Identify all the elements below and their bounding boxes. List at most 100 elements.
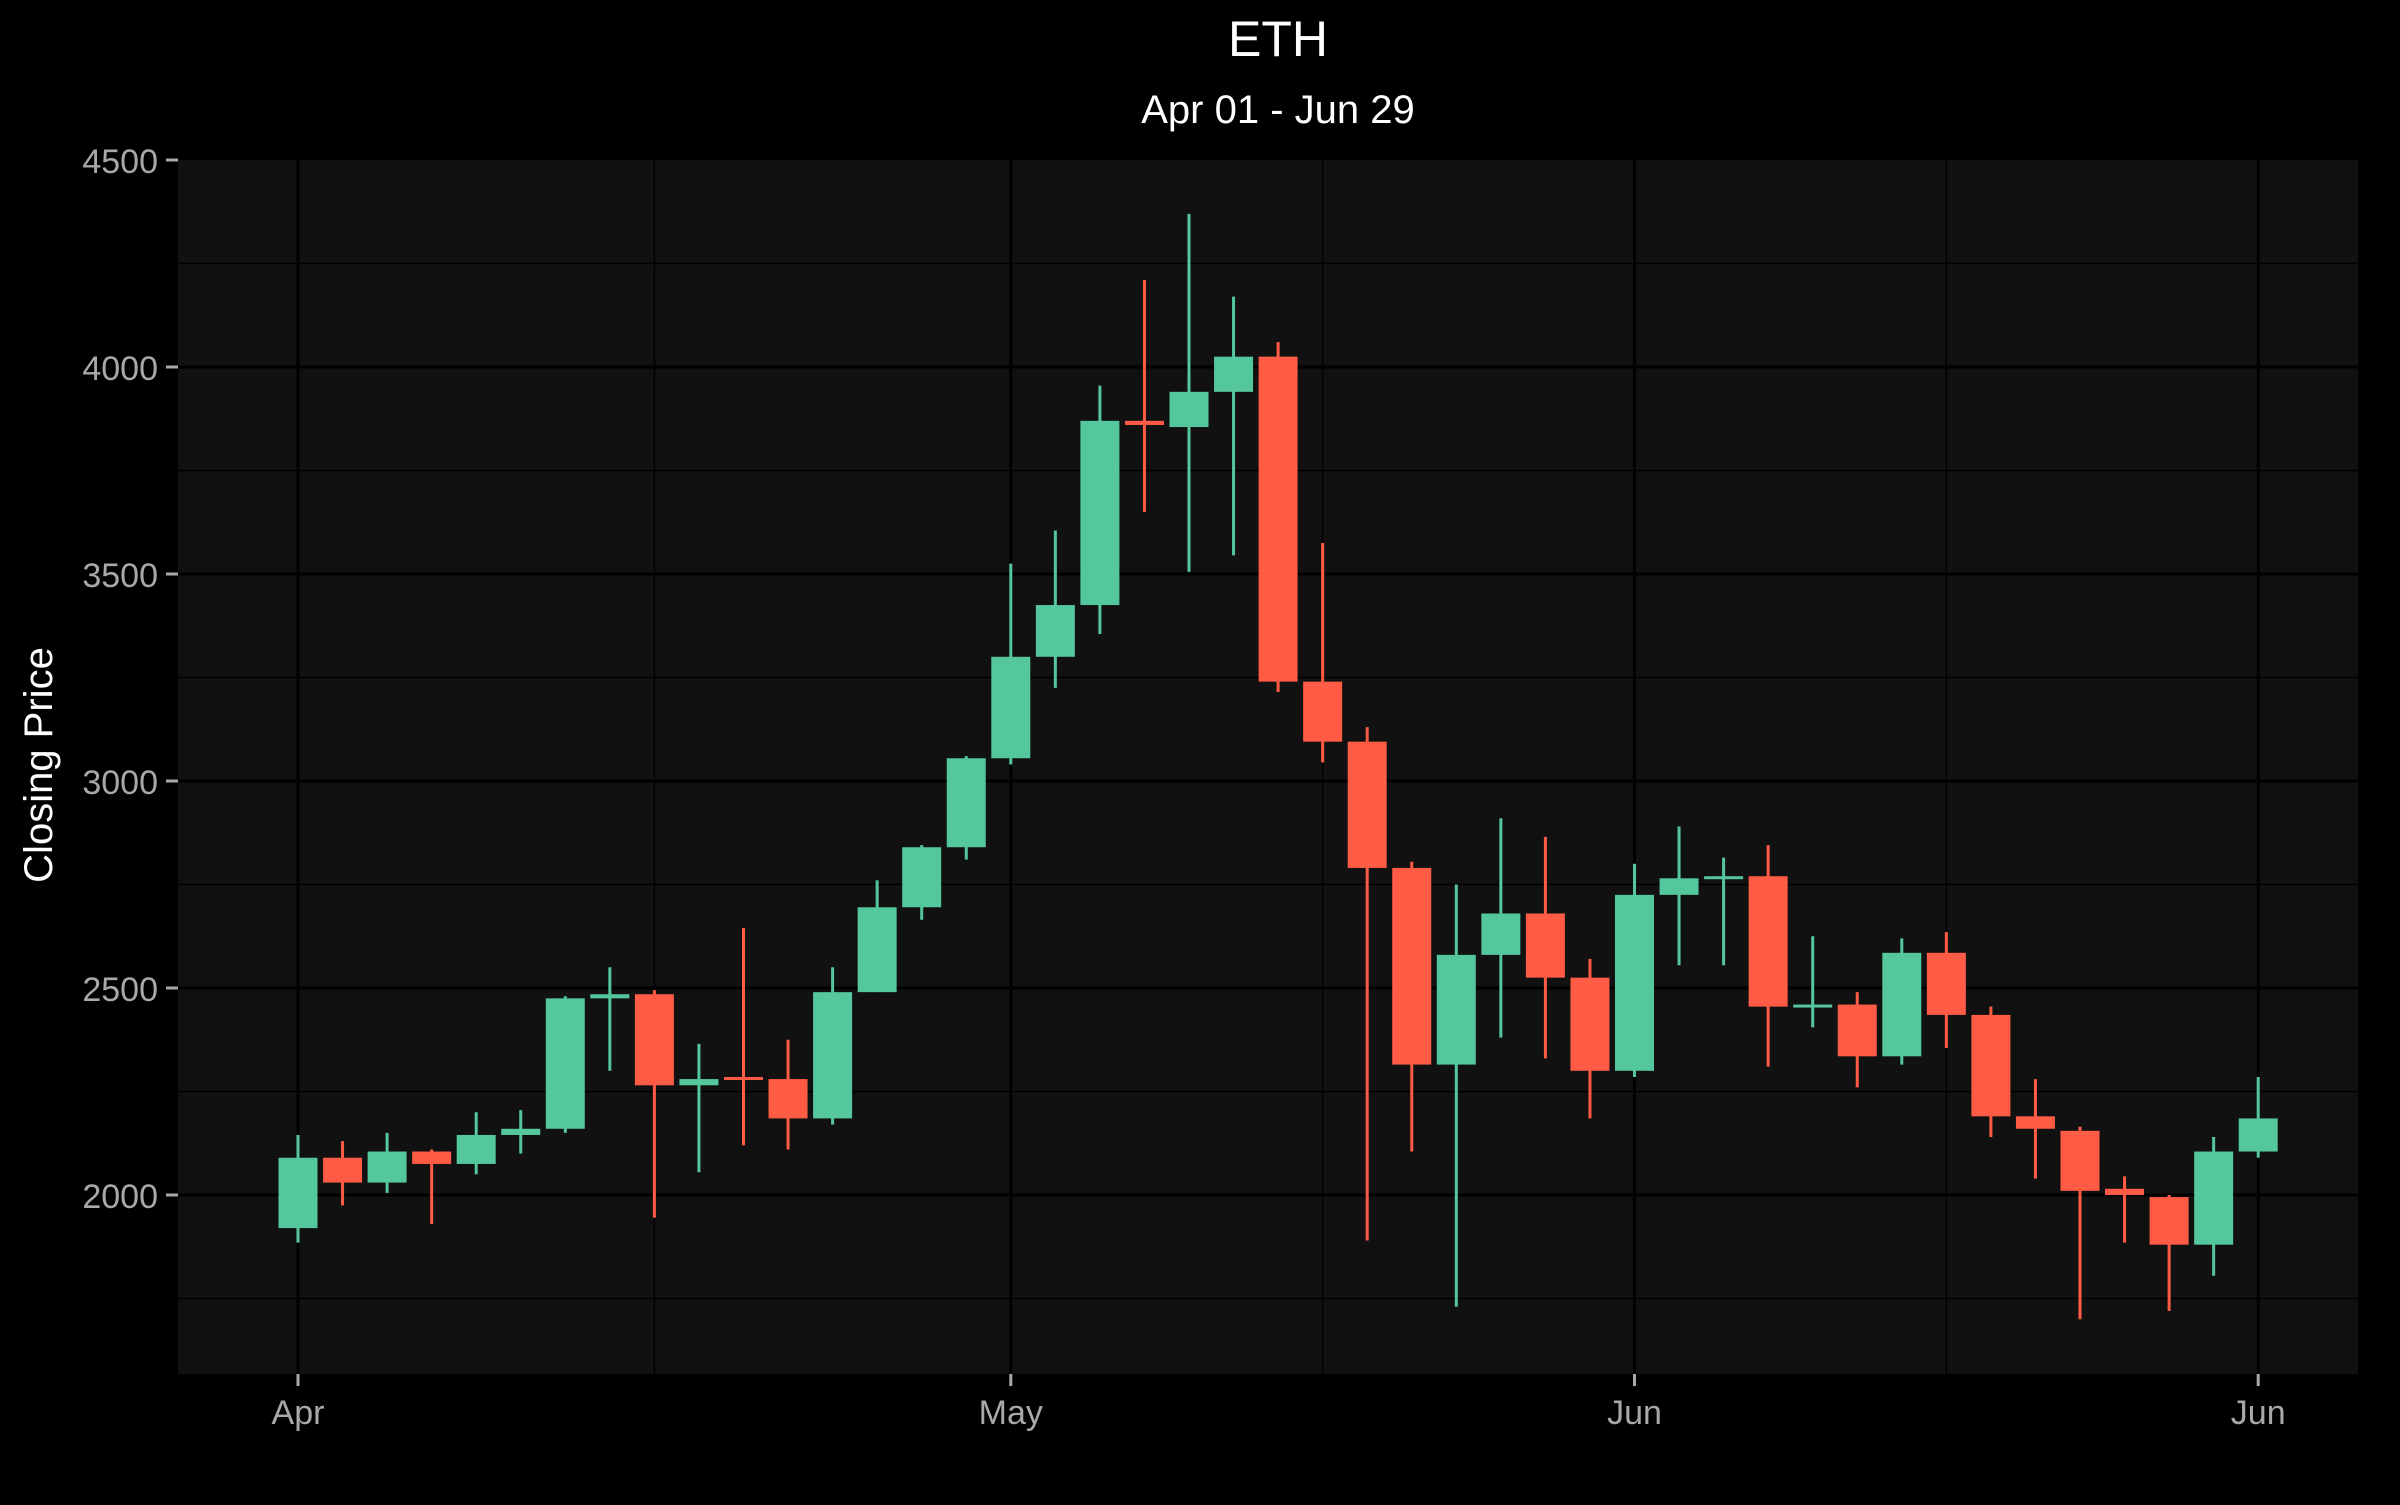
- candle: [1392, 861, 1432, 1152]
- candle: [545, 996, 585, 1133]
- candle: [857, 880, 897, 993]
- axes: 2000 2500 3000 3500 4000 4500 Apr May Jun Jun: [82, 143, 2285, 1432]
- candle: [679, 1043, 719, 1173]
- candle-body-down: [1570, 977, 1610, 1071]
- candle-body-down: [323, 1157, 363, 1183]
- candle: [1035, 530, 1075, 688]
- candle-body-up: [1659, 878, 1699, 895]
- candle-body-down: [2015, 1116, 2055, 1129]
- candle: [367, 1132, 407, 1193]
- candle: [1926, 932, 1966, 1049]
- candle: [724, 927, 763, 1146]
- y-tick-label: 2000: [82, 1178, 158, 1216]
- x-tick-label: Jun: [1607, 1394, 1662, 1432]
- candle-body-up: [1793, 1004, 1833, 1008]
- candle-body-up: [2194, 1151, 2234, 1245]
- candle-body-up: [902, 847, 942, 908]
- candle: [1436, 884, 1476, 1307]
- candle: [1214, 296, 1254, 556]
- candle-body-up: [1436, 954, 1476, 1065]
- candle-body-up: [545, 998, 585, 1129]
- candle-body-down: [1124, 420, 1164, 425]
- candle-body-down: [1971, 1014, 2011, 1117]
- candle-body-down: [1392, 867, 1432, 1065]
- candle-body-up: [857, 907, 897, 993]
- candle: [1971, 1006, 2011, 1138]
- candle-body-down: [634, 994, 674, 1086]
- candle-body-up: [1481, 913, 1521, 955]
- candle: [1525, 836, 1565, 1059]
- candle-body-up: [946, 758, 986, 848]
- candle: [1347, 727, 1387, 1241]
- candle-body-down: [724, 1077, 763, 1081]
- candle-body-up: [1214, 356, 1254, 392]
- x-tick-label: Jun: [2231, 1394, 2286, 1432]
- candle: [2060, 1126, 2100, 1320]
- plot-panel: [178, 160, 2358, 1374]
- candle: [1080, 385, 1120, 635]
- candle: [1837, 992, 1877, 1088]
- candle-body-up: [1169, 391, 1209, 428]
- candle-body-up: [2238, 1118, 2278, 1152]
- candle-body-up: [456, 1134, 496, 1164]
- candle-body-down: [412, 1151, 452, 1164]
- candle: [1169, 213, 1209, 572]
- candle: [813, 967, 853, 1125]
- candle-body-down: [1525, 913, 1565, 978]
- candle-body-down: [2105, 1188, 2145, 1195]
- candle: [1748, 845, 1788, 1067]
- candle: [1303, 542, 1343, 763]
- candle: [1570, 959, 1610, 1119]
- candle: [991, 563, 1031, 765]
- candle-body-up: [1615, 894, 1654, 1071]
- candle-body-up: [590, 994, 630, 999]
- candle-body-up: [1035, 605, 1075, 657]
- candle: [2149, 1195, 2189, 1311]
- candle: [1124, 280, 1164, 512]
- candle: [946, 756, 986, 860]
- candle: [768, 1039, 808, 1150]
- y-tick-label: 3000: [82, 764, 158, 802]
- chart-subtitle: Apr 01 - Jun 29: [1141, 88, 1415, 132]
- candle-body-down: [768, 1079, 808, 1119]
- candle: [634, 990, 674, 1218]
- candle-body-up: [367, 1151, 407, 1183]
- candle-body-down: [2060, 1130, 2100, 1191]
- candle: [1659, 826, 1699, 966]
- candle-body-down: [1303, 681, 1343, 742]
- y-tick-label: 2500: [82, 971, 158, 1009]
- x-tick-label: Apr: [272, 1394, 325, 1432]
- candle-body-up: [278, 1157, 318, 1229]
- candle: [412, 1149, 452, 1224]
- candle-body-down: [1748, 876, 1788, 1007]
- candle-body-down: [1347, 741, 1387, 868]
- candle: [456, 1112, 496, 1175]
- candle: [1882, 938, 1922, 1065]
- candles: [278, 213, 2278, 1320]
- candle: [2015, 1079, 2055, 1179]
- candle-body-up: [1882, 952, 1922, 1057]
- candle-body-up: [1080, 420, 1120, 606]
- candle: [2238, 1077, 2278, 1158]
- y-tick-label: 4500: [82, 143, 158, 181]
- candle-body-up: [813, 992, 853, 1119]
- candle: [501, 1110, 541, 1154]
- candle-body-down: [1258, 356, 1298, 682]
- candle: [1258, 342, 1298, 692]
- candle-body-up: [1704, 876, 1744, 880]
- candle: [590, 967, 630, 1071]
- chart-title: ETH: [1228, 11, 1328, 67]
- y-tick-label: 4000: [82, 350, 158, 388]
- candle-body-up: [991, 656, 1031, 759]
- candle-body-down: [2149, 1197, 2189, 1245]
- candle: [2194, 1137, 2234, 1276]
- candle: [1793, 936, 1833, 1028]
- candle: [278, 1134, 318, 1243]
- candle: [1615, 863, 1654, 1078]
- candle: [2105, 1176, 2145, 1243]
- candle-body-down: [1926, 952, 1966, 1015]
- candle: [902, 845, 942, 920]
- candle: [323, 1141, 363, 1206]
